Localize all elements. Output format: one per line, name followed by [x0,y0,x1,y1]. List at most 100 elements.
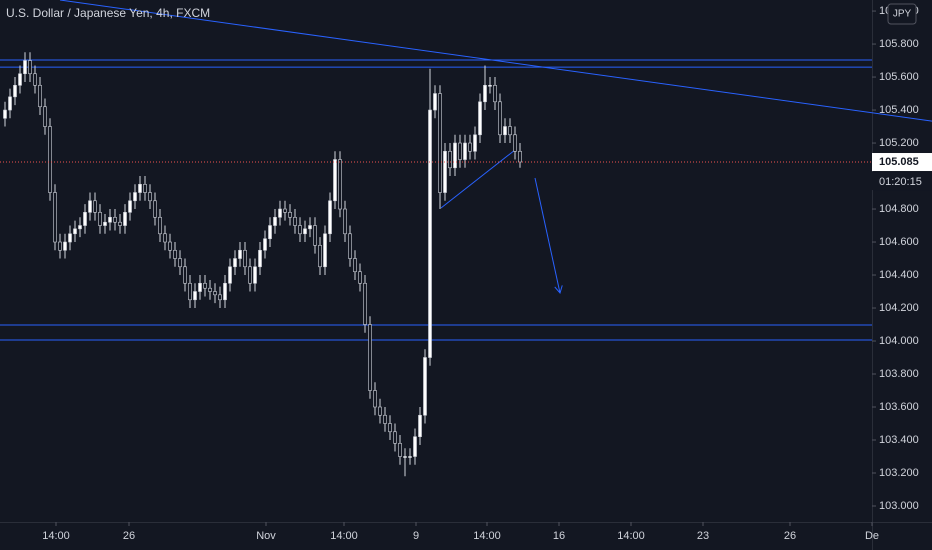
candle-body [63,241,67,251]
candle-body [268,225,272,240]
y-tick-label: 104.000 [879,335,919,347]
candle-body [283,208,287,213]
candle-body [293,216,297,226]
x-tick-label: 16 [553,530,565,542]
candle-body [158,216,162,235]
x-tick-label: 26 [123,530,135,542]
candle-body [408,456,412,458]
trend-line [59,0,932,122]
candle-body [188,282,192,301]
candle-body [78,225,82,230]
y-tick-label: 104.800 [879,203,919,215]
y-tick-label: 105.800 [879,38,919,50]
candle-body [363,282,367,325]
candle-body [498,101,502,136]
candle-body [353,258,357,273]
candle-body [88,200,92,213]
candle-body [248,266,252,284]
candle-body [178,258,182,268]
candle-body [383,414,387,424]
candle-body [463,142,467,160]
trend-line [440,149,516,209]
candle-body [18,73,22,86]
candle-body [233,258,237,268]
candle-body [23,60,27,75]
x-tick-label: 14:00 [617,530,645,542]
candle-body [483,84,487,103]
candle-body [238,249,242,259]
candle-body [278,208,282,218]
candle-body [143,183,147,193]
candle-body [108,216,112,223]
candle-body [13,84,17,98]
candle-body [258,249,262,268]
candle-body [333,159,337,202]
candle-body [403,456,407,458]
candle-body [228,266,232,284]
candle-body [173,249,177,259]
x-tick-label: 23 [697,530,709,542]
candle-body [33,73,37,86]
candle-body [423,357,427,416]
candle-body [473,134,477,152]
candle-body [478,101,482,136]
candle-body [38,84,42,108]
candle-body [203,282,207,289]
y-tick-label: 103.000 [879,500,919,512]
x-tick-label: 14:00 [42,530,70,542]
candle-body [218,294,222,301]
candle-body [208,287,212,292]
candle-body [168,241,172,251]
candle-body [313,225,317,246]
candle-body [448,150,452,169]
x-tick-label: De [865,530,879,542]
candle-body [458,142,462,160]
candle-body [133,192,137,202]
candle-body [413,436,417,457]
candle-body [128,200,132,213]
candle-body [453,142,457,169]
candle-body [58,241,62,251]
countdown-label: 01:20:15 [879,176,922,188]
last-price-label: 105.085 [879,156,919,168]
candle-body [183,266,187,284]
candle-body [83,212,87,226]
y-tick-label: 105.200 [879,137,919,149]
candle-body [488,84,492,87]
currency-label: JPY [893,9,912,20]
candle-body [163,233,167,243]
candle-body [508,126,512,136]
arrow [534,177,563,295]
candle-body [323,233,327,268]
candle-body [263,238,267,251]
candle-body [48,126,52,193]
candle-body [468,142,472,152]
candle-body [338,159,342,210]
candle-body [398,443,402,457]
candle-body [243,249,247,268]
candle-body [213,291,217,296]
candle-body [43,106,47,127]
candle-body [148,192,152,202]
currency-badge [887,3,917,25]
candle-body [73,228,77,235]
y-tick-label: 105.600 [879,71,919,83]
candle-body [198,282,202,292]
candle-body [303,228,307,235]
candle-body [123,212,127,226]
candle-body [428,109,432,358]
candle-body [343,208,347,235]
candle-body [8,96,12,111]
candle-body [93,200,97,213]
candle-body [298,225,302,235]
candle-body [503,126,507,136]
chart-title: U.S. Dollar / Japanese Yen, 4h, FXCM [6,6,210,20]
y-tick-label: 104.600 [879,236,919,248]
x-tick-label: 9 [413,530,419,542]
candle-body [358,271,362,284]
candle-body [378,406,382,416]
candle-body [288,212,292,218]
x-tick-label: 14:00 [330,530,358,542]
